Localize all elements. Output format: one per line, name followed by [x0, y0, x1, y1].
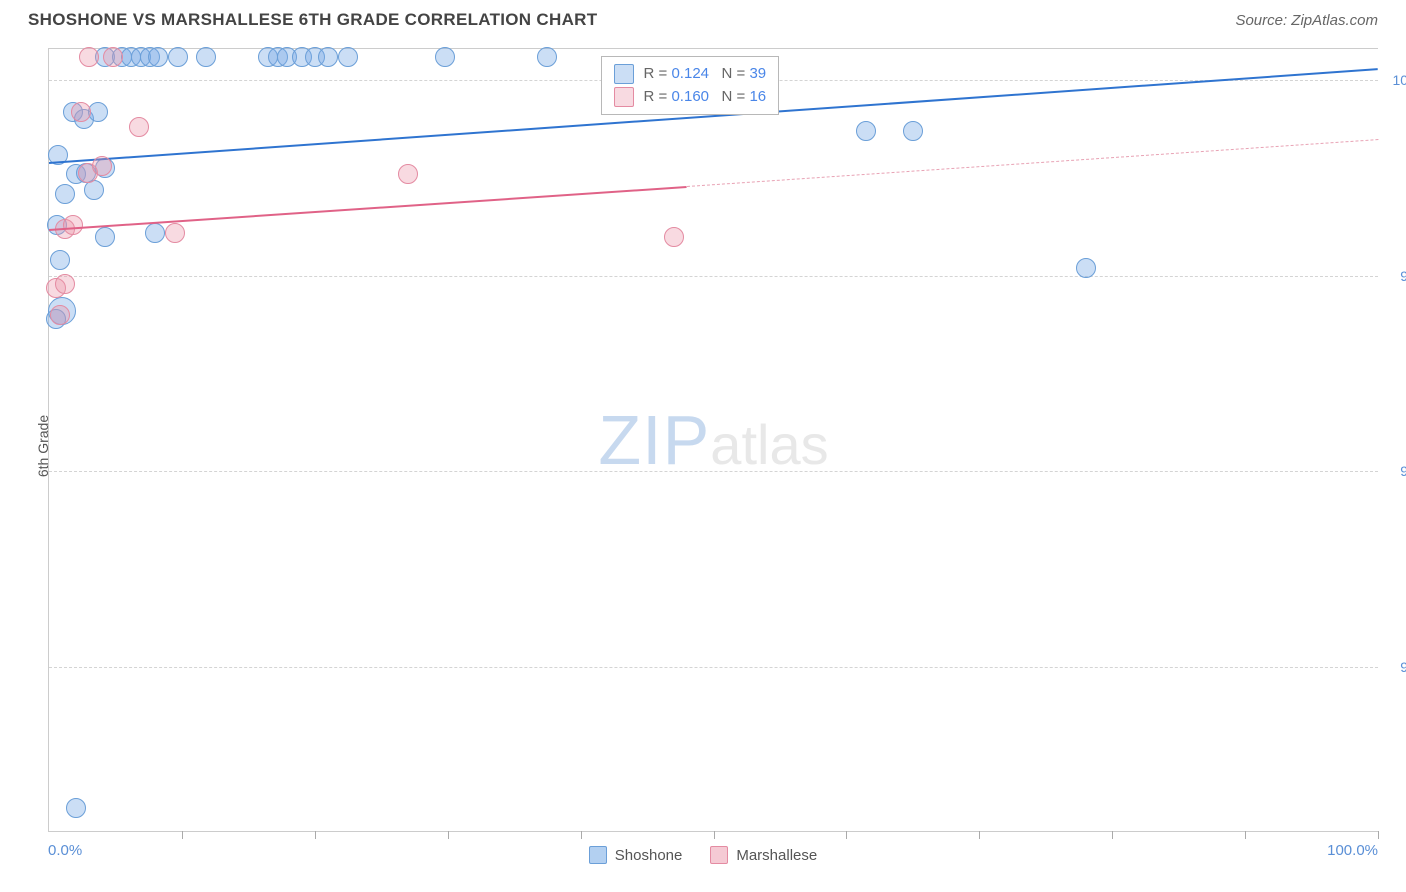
x-tick: [1112, 831, 1113, 839]
scatter-point: [55, 274, 75, 294]
legend-item: Marshallese: [710, 846, 817, 864]
chart-source: Source: ZipAtlas.com: [1235, 12, 1378, 29]
scatter-point: [103, 47, 123, 67]
scatter-point: [196, 47, 216, 67]
x-tick: [846, 831, 847, 839]
stats-box: R = 0.124 N = 39R = 0.160 N = 16: [601, 56, 780, 115]
scatter-point: [664, 227, 684, 247]
trend-line: [49, 186, 687, 231]
scatter-point: [1076, 258, 1096, 278]
scatter-point: [435, 47, 455, 67]
chart-plot-area: ZIPatlas 100.0%97.5%95.0%92.5%R = 0.124 …: [48, 48, 1378, 832]
scatter-point: [129, 117, 149, 137]
x-tick: [714, 831, 715, 839]
scatter-point: [63, 215, 83, 235]
scatter-point: [66, 798, 86, 818]
legend-swatch: [614, 87, 634, 107]
scatter-point: [398, 164, 418, 184]
scatter-point: [903, 121, 923, 141]
chart-header: SHOSHONE VS MARSHALLESE 6TH GRADE CORREL…: [0, 0, 1406, 38]
gridline: [49, 276, 1378, 277]
x-tick: [581, 831, 582, 839]
scatter-point: [84, 180, 104, 200]
scatter-point: [79, 47, 99, 67]
x-tick: [979, 831, 980, 839]
stats-row: R = 0.124 N = 39: [614, 63, 767, 86]
stats-text: R = 0.124 N = 39: [644, 63, 767, 86]
stats-row: R = 0.160 N = 16: [614, 86, 767, 109]
x-tick: [1378, 831, 1379, 839]
scatter-point: [55, 184, 75, 204]
scatter-point: [148, 47, 168, 67]
y-tick-label: 95.0%: [1384, 463, 1406, 479]
legend-label: Marshallese: [736, 847, 817, 864]
legend-swatch: [710, 846, 728, 864]
x-tick: [315, 831, 316, 839]
scatter-point: [537, 47, 557, 67]
scatter-point: [71, 102, 91, 122]
y-tick-label: 92.5%: [1384, 659, 1406, 675]
legend-swatch: [589, 846, 607, 864]
bottom-legend: Shoshone Marshallese: [0, 846, 1406, 864]
scatter-point: [318, 47, 338, 67]
x-tick: [448, 831, 449, 839]
x-tick: [182, 831, 183, 839]
legend-label: Shoshone: [615, 847, 683, 864]
scatter-point: [88, 102, 108, 122]
scatter-point: [50, 250, 70, 270]
scatter-point: [95, 227, 115, 247]
y-tick-label: 100.0%: [1384, 72, 1406, 88]
plot-layer: 100.0%97.5%95.0%92.5%R = 0.124 N = 39R =…: [49, 49, 1378, 831]
legend-swatch: [614, 64, 634, 84]
y-tick-label: 97.5%: [1384, 268, 1406, 284]
scatter-point: [50, 305, 70, 325]
gridline: [49, 667, 1378, 668]
scatter-point: [165, 223, 185, 243]
trend-line: [687, 139, 1378, 187]
scatter-point: [92, 156, 112, 176]
scatter-point: [168, 47, 188, 67]
scatter-point: [145, 223, 165, 243]
x-tick: [1245, 831, 1246, 839]
chart-title: SHOSHONE VS MARSHALLESE 6TH GRADE CORREL…: [28, 10, 597, 30]
scatter-point: [338, 47, 358, 67]
gridline: [49, 471, 1378, 472]
stats-text: R = 0.160 N = 16: [644, 86, 767, 109]
legend-item: Shoshone: [589, 846, 683, 864]
scatter-point: [856, 121, 876, 141]
